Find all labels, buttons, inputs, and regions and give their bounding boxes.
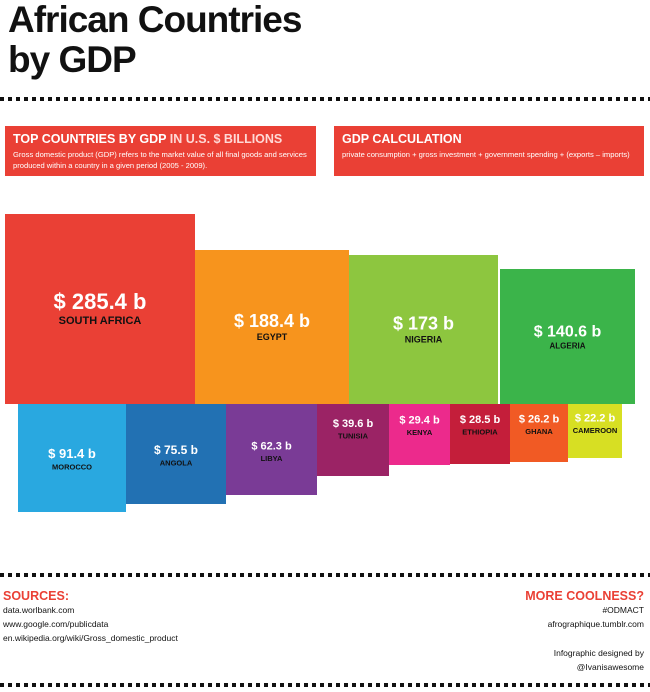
bar-morocco	[18, 404, 126, 512]
bar-cameroon	[568, 404, 622, 458]
dotted-divider-bottom	[0, 683, 650, 687]
intro-heading: TOP COUNTRIES BY GDP IN U.S. $ BILLIONS	[13, 132, 308, 146]
bar-tunisia	[317, 404, 389, 476]
bar-ethiopia	[450, 404, 510, 464]
intro-text: Gross domestic product (GDP) refers to t…	[13, 150, 307, 170]
value-label-south-africa: $ 285.4 b	[54, 289, 147, 314]
country-label-algeria: ALGERIA	[550, 342, 586, 351]
title-line-1: African Countries	[8, 0, 302, 40]
bar-libya	[226, 404, 317, 495]
country-label-nigeria: NIGERIA	[405, 335, 443, 345]
value-label-angola: $ 75.5 b	[154, 443, 198, 457]
calculation-box: GDP CALCULATION private consumption + gr…	[334, 126, 644, 176]
bar-angola	[126, 404, 226, 504]
more-heading: MORE COOLNESS?	[525, 589, 644, 603]
sources-heading: SOURCES:	[3, 589, 69, 603]
bar-kenya	[389, 404, 450, 465]
country-label-egypt: EGYPT	[257, 332, 288, 342]
value-label-egypt: $ 188.4 b	[234, 311, 310, 331]
value-label-ghana: $ 26.2 b	[519, 414, 560, 426]
designed-by-label: Infographic designed by	[553, 648, 644, 658]
page-title: African Countries by GDP	[8, 0, 302, 80]
country-label-cameroon: CAMEROON	[573, 426, 618, 435]
value-label-libya: $ 62.3 b	[251, 441, 292, 453]
value-label-algeria: $ 140.6 b	[534, 324, 602, 341]
value-label-nigeria: $ 173 b	[393, 314, 454, 334]
country-label-ghana: GHANA	[525, 427, 553, 436]
bar-nigeria	[349, 255, 498, 404]
calculation-text: private consumption + gross investment +…	[342, 150, 630, 159]
dotted-divider-top	[0, 97, 650, 101]
title-line-2: by GDP	[8, 39, 137, 80]
value-label-ethiopia: $ 28.5 b	[460, 414, 501, 426]
value-label-tunisia: $ 39.6 b	[333, 418, 374, 430]
dotted-divider-middle	[0, 573, 650, 577]
bar-egypt	[195, 250, 349, 404]
value-label-cameroon: $ 22.2 b	[575, 412, 616, 424]
country-label-south-africa: SOUTH AFRICA	[59, 315, 142, 327]
country-label-ethiopia: ETHIOPIA	[462, 428, 498, 437]
calculation-heading: GDP CALCULATION	[342, 132, 462, 146]
source-link-2[interactable]: www.google.com/publicdata	[3, 619, 109, 629]
author-handle[interactable]: @Ivanisawesome	[576, 662, 644, 672]
country-label-libya: LIBYA	[261, 454, 283, 463]
bar-algeria	[500, 269, 635, 404]
bar-ghana	[510, 404, 568, 462]
intro-heading-accent: IN U.S. $ BILLIONS	[166, 132, 283, 146]
site-link[interactable]: afrographique.tumblr.com	[547, 619, 644, 629]
source-link-3[interactable]: en.wikipedia.org/wiki/Gross_domestic_pro…	[3, 633, 178, 643]
intro-heading-main: TOP COUNTRIES BY GDP	[13, 132, 167, 146]
country-label-angola: ANGOLA	[160, 459, 193, 468]
intro-box: TOP COUNTRIES BY GDP IN U.S. $ BILLIONS …	[5, 126, 316, 176]
country-label-tunisia: TUNISIA	[338, 432, 369, 441]
bar-south-africa	[5, 214, 195, 404]
hashtag: #ODMACT	[602, 605, 644, 615]
value-label-kenya: $ 29.4 b	[399, 415, 440, 427]
country-label-kenya: KENYA	[407, 428, 433, 437]
source-link-1[interactable]: data.worlbank.com	[3, 605, 75, 615]
country-label-morocco: MOROCCO	[52, 463, 92, 472]
value-label-morocco: $ 91.4 b	[48, 446, 96, 461]
